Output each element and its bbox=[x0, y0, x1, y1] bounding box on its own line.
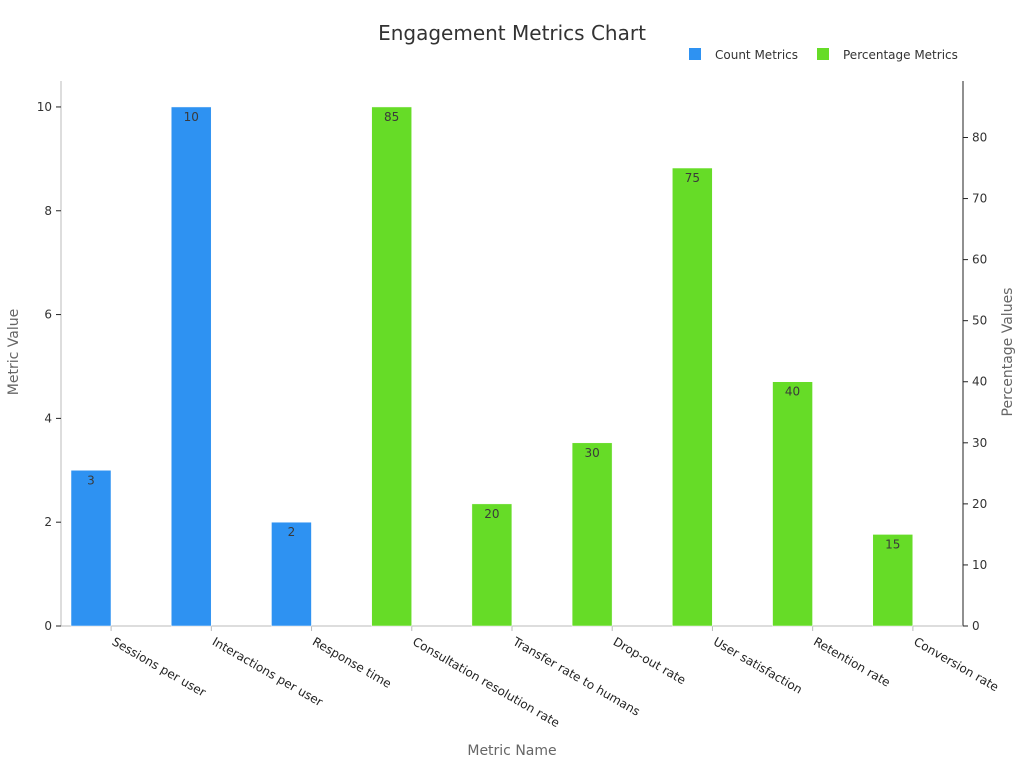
y2-axis-title: Percentage Values bbox=[1000, 288, 1016, 417]
legend-swatch bbox=[817, 48, 829, 60]
bar bbox=[471, 503, 513, 627]
bar bbox=[70, 470, 112, 627]
x-tick-label: Retention rate bbox=[811, 634, 893, 689]
category-labels: Sessions per user Interactions per userRe… bbox=[110, 634, 1001, 730]
bar bbox=[170, 106, 212, 627]
data-label: 75 bbox=[685, 171, 700, 185]
legend-label: Count Metrics bbox=[715, 48, 798, 62]
x-tick-label: Interactions per user bbox=[210, 634, 325, 709]
x-axis-title: Metric Name bbox=[467, 743, 556, 759]
legend-label: Percentage Metrics bbox=[843, 48, 958, 62]
x-tick-label: Response time bbox=[310, 634, 394, 690]
bar bbox=[772, 381, 813, 627]
y2-tick-label: 70 bbox=[972, 192, 987, 206]
y-tick-label: 0 bbox=[44, 619, 52, 633]
x-tick-label: Sessions per user bbox=[110, 634, 209, 699]
y-tick-label: 4 bbox=[44, 411, 52, 425]
y2-tick-label: 10 bbox=[972, 558, 987, 572]
data-label: 2 bbox=[288, 525, 296, 539]
y2-tick-label: 40 bbox=[972, 375, 987, 389]
y2-tick-label: 30 bbox=[972, 436, 987, 450]
data-label: 40 bbox=[785, 385, 800, 399]
bar bbox=[371, 106, 412, 627]
data-label: 30 bbox=[584, 446, 599, 460]
bar bbox=[872, 534, 914, 627]
y-tick-label: 6 bbox=[44, 308, 52, 322]
y-tick-label: 8 bbox=[44, 204, 52, 218]
y-axis-title: Metric Value bbox=[6, 309, 22, 395]
y2-tick-label: 50 bbox=[972, 314, 987, 328]
y-tick-label: 2 bbox=[44, 515, 52, 529]
x-tick-label: User satisfaction bbox=[711, 634, 805, 696]
data-labels: 3 10 2 85 20 30 75 40 15 bbox=[87, 110, 900, 551]
bar bbox=[672, 167, 713, 627]
data-label: 15 bbox=[885, 537, 900, 551]
bars bbox=[70, 106, 914, 627]
bar bbox=[271, 521, 312, 627]
bar bbox=[571, 442, 613, 627]
x-tick-label: Conversion rate bbox=[911, 634, 1001, 694]
y-tick-label: 10 bbox=[37, 100, 52, 114]
y2-tick-label: 20 bbox=[972, 497, 987, 511]
chart-title: Engagement Metrics Chart bbox=[378, 21, 646, 45]
y2-tick-label: 80 bbox=[972, 130, 987, 144]
data-label: 85 bbox=[384, 110, 399, 124]
data-label: 10 bbox=[184, 110, 199, 124]
y2-tick-label: 60 bbox=[972, 253, 987, 267]
y2-tick-label: 0 bbox=[972, 619, 980, 633]
legend-swatch bbox=[689, 48, 701, 60]
data-label: 3 bbox=[87, 473, 95, 487]
data-label: 20 bbox=[484, 507, 499, 521]
x-tick-label: Drop-out rate bbox=[611, 634, 688, 687]
legend: Count Metrics Percentage Metrics bbox=[689, 48, 958, 62]
